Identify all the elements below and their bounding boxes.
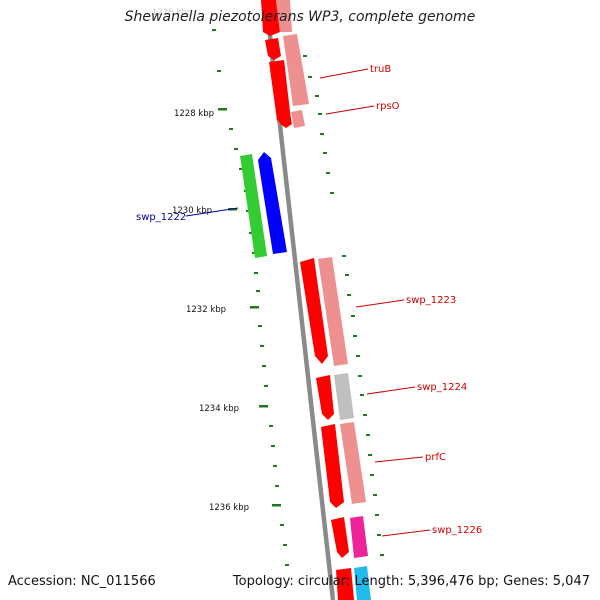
cds-feature-cyan <box>354 566 371 600</box>
tick-dot <box>330 192 334 194</box>
cds-feature-grey <box>334 373 354 420</box>
cds-feature <box>269 60 291 126</box>
map-title: Shewanella piezotolerans WP3, complete g… <box>124 9 476 25</box>
tick-dot <box>370 474 374 476</box>
tick-dot <box>229 128 233 130</box>
cds-reverse-feature <box>258 152 287 254</box>
tick-dot <box>280 524 284 526</box>
gene-label: rpsO <box>376 101 400 112</box>
gene-label: prfC <box>425 452 446 463</box>
tick-dot <box>252 252 256 254</box>
tick-dot <box>246 210 250 212</box>
cds-feature-magenta <box>350 516 368 558</box>
major-tick <box>250 306 259 309</box>
tick-dot <box>323 152 327 154</box>
tick-dot <box>360 394 364 396</box>
tick-dot <box>358 375 362 377</box>
tick-dot <box>258 325 262 327</box>
tick-dot <box>320 133 324 135</box>
tick-dot <box>326 172 330 174</box>
tick-dot <box>254 272 258 274</box>
cds-feature <box>321 424 344 508</box>
tick-label: 1236 kbp <box>209 503 249 513</box>
tick-dot <box>345 274 349 276</box>
gene-label-leader <box>325 105 375 115</box>
tick-dot <box>269 425 273 427</box>
tick-dot <box>262 365 266 367</box>
tick-dot <box>373 494 377 496</box>
tick-label-partial: 1226 kbp <box>152 8 192 18</box>
tick-label: 1230 kbp <box>172 206 212 216</box>
tick-dot <box>283 544 287 546</box>
cds-shadow-feature <box>318 257 348 366</box>
cds-feature <box>316 375 334 420</box>
cds-shadow-feature <box>340 422 366 504</box>
gene-label: truB <box>370 64 391 75</box>
gene-label: swp_1224 <box>417 382 467 393</box>
tick-dot <box>318 113 322 115</box>
tick-dot <box>375 514 379 516</box>
tick-dot <box>351 315 355 317</box>
tick-dot <box>275 485 279 487</box>
tick-dot <box>303 55 307 57</box>
tick-dot <box>342 255 346 257</box>
tick-dot <box>212 29 216 31</box>
tick-dot <box>308 76 312 78</box>
cds-shadow-feature <box>291 110 305 128</box>
cds-feature <box>261 0 280 36</box>
cds-shadow-feature <box>276 0 292 32</box>
cds-feature <box>336 568 354 600</box>
tick-label: 1228 kbp <box>174 109 214 119</box>
tick-dot <box>239 168 243 170</box>
tick-dot <box>249 232 253 234</box>
tick-dot <box>347 294 351 296</box>
cds-feature <box>331 517 349 558</box>
tick-dot <box>353 335 357 337</box>
topology-text: Topology: circular; Length: 5,396,476 bp… <box>232 574 590 589</box>
gene-label-leader <box>381 529 431 537</box>
gene-label: swp_1222 <box>136 212 186 223</box>
tick-dot <box>271 445 275 447</box>
tick-dot <box>217 70 221 72</box>
tick-dot <box>264 385 268 387</box>
gene-label-leader <box>185 207 239 217</box>
tick-dot <box>363 414 367 416</box>
tick-dot <box>256 290 260 292</box>
tick-label: 1234 kbp <box>199 404 239 414</box>
gene-label-leader <box>366 386 416 395</box>
cds-feature <box>279 114 292 128</box>
gene-label: swp_1223 <box>406 295 456 306</box>
gene-label-leader <box>374 456 424 463</box>
tick-label: 1232 kbp <box>186 305 226 315</box>
tick-dot <box>356 355 360 357</box>
gene-label-leader <box>319 68 369 79</box>
major-tick <box>259 405 268 408</box>
major-tick <box>218 108 227 111</box>
tick-dot <box>273 465 277 467</box>
major-tick <box>272 504 281 507</box>
tick-dot <box>368 454 372 456</box>
tick-dot <box>366 434 370 436</box>
gene-label-leader <box>355 299 405 308</box>
cds-feature <box>300 258 328 364</box>
cds-shadow-feature <box>283 34 309 106</box>
tick-dot <box>285 564 289 566</box>
tick-dot <box>315 95 319 97</box>
tick-dot <box>377 534 381 536</box>
tick-dot <box>260 345 264 347</box>
cds-reverse-shadow <box>240 154 267 258</box>
cds-feature <box>265 38 281 60</box>
tick-dot <box>380 554 384 556</box>
gene-label: swp_1226 <box>432 525 482 536</box>
accession-text: Accession: NC_011566 <box>8 574 156 589</box>
tick-dot <box>234 148 238 150</box>
